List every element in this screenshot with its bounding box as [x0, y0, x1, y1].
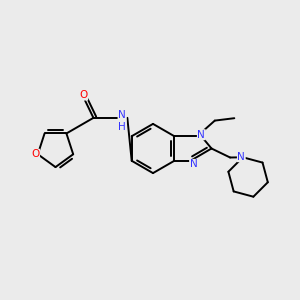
Text: N: N	[197, 130, 205, 140]
Text: O: O	[80, 90, 88, 100]
Text: N: N	[190, 159, 197, 170]
Text: N
H: N H	[118, 110, 126, 132]
Text: N: N	[237, 152, 245, 162]
Text: O: O	[31, 149, 40, 159]
